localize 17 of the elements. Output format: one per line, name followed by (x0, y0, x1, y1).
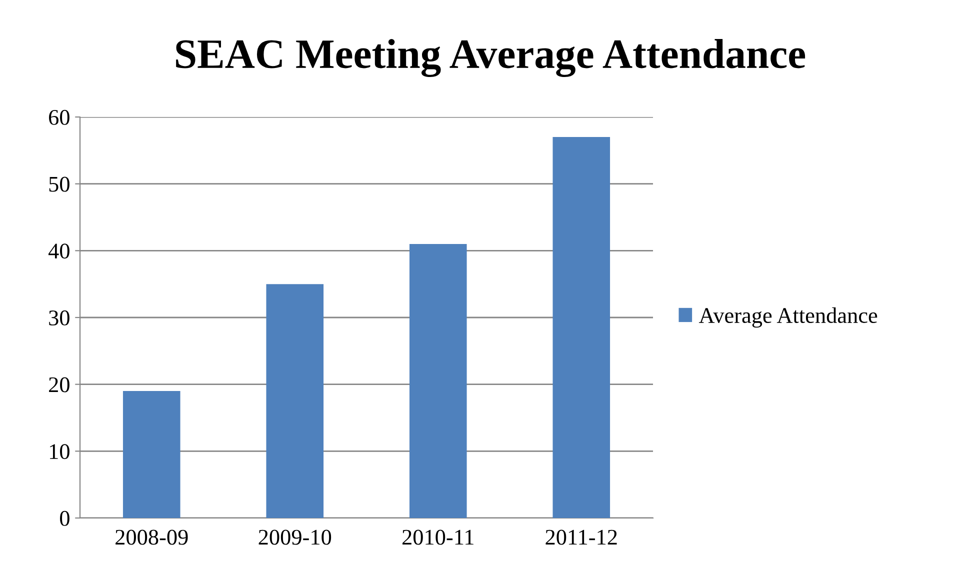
y-tick-label: 0 (60, 510, 70, 526)
x-tick-label: 2009-10 (258, 530, 332, 545)
y-tick-label: 30 (49, 310, 70, 326)
x-tick-label: 2010-11 (402, 530, 474, 545)
chart-title: SEAC Meeting Average Attendance (176, 38, 806, 78)
bar (266, 284, 324, 518)
bar (122, 391, 180, 518)
bar (409, 244, 467, 518)
y-tick-label: 40 (48, 244, 70, 259)
x-tick-label: 2011-12 (546, 530, 617, 545)
x-tick-label: 2008-09 (116, 530, 188, 545)
legend-label: Average Attendance (698, 307, 878, 328)
y-tick-label: 10 (50, 444, 70, 460)
bar (552, 137, 610, 518)
y-tick-label: 20 (49, 377, 70, 392)
y-tick-label: 60 (49, 110, 70, 125)
y-tick-label: 50 (49, 176, 70, 192)
